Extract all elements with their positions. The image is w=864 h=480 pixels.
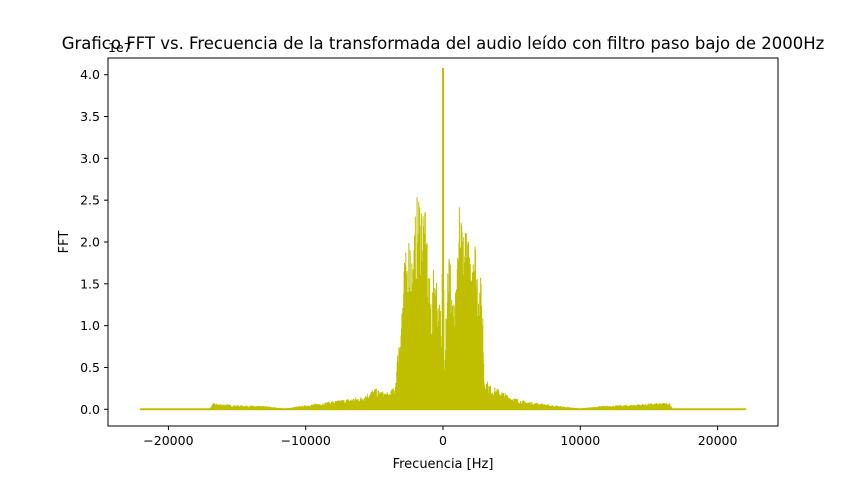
x-tick-label: −10000 bbox=[281, 433, 331, 448]
y-axis-label: FFT bbox=[57, 231, 72, 254]
x-axis: −20000 −10000 0 10000 20000 bbox=[143, 426, 738, 448]
x-tick-label: −20000 bbox=[143, 433, 193, 448]
chart-title: Grafico FFT vs. Frecuencia de la transfo… bbox=[62, 34, 825, 53]
x-tick-label: 0 bbox=[439, 433, 447, 448]
y-axis-offset-label: 1e7 bbox=[108, 40, 132, 55]
y-tick-label: 0.0 bbox=[80, 402, 100, 417]
y-tick-label: 4.0 bbox=[80, 67, 100, 82]
y-tick-label: 3.0 bbox=[80, 151, 100, 166]
y-tick-label: 0.5 bbox=[80, 360, 100, 375]
plot-area bbox=[107, 57, 779, 427]
y-tick-label: 1.0 bbox=[80, 318, 100, 333]
x-tick-label: 10000 bbox=[560, 433, 600, 448]
y-axis: 0.0 0.5 1.0 1.5 2.0 2.5 3.0 3.5 4.0 bbox=[80, 67, 108, 417]
y-tick-label: 1.5 bbox=[80, 276, 100, 291]
y-tick-label: 2.0 bbox=[80, 235, 100, 250]
x-axis-label: Frecuencia [Hz] bbox=[393, 457, 494, 472]
y-tick-label: 2.5 bbox=[80, 193, 100, 208]
y-tick-label: 3.5 bbox=[80, 109, 100, 124]
x-tick-label: 20000 bbox=[698, 433, 738, 448]
